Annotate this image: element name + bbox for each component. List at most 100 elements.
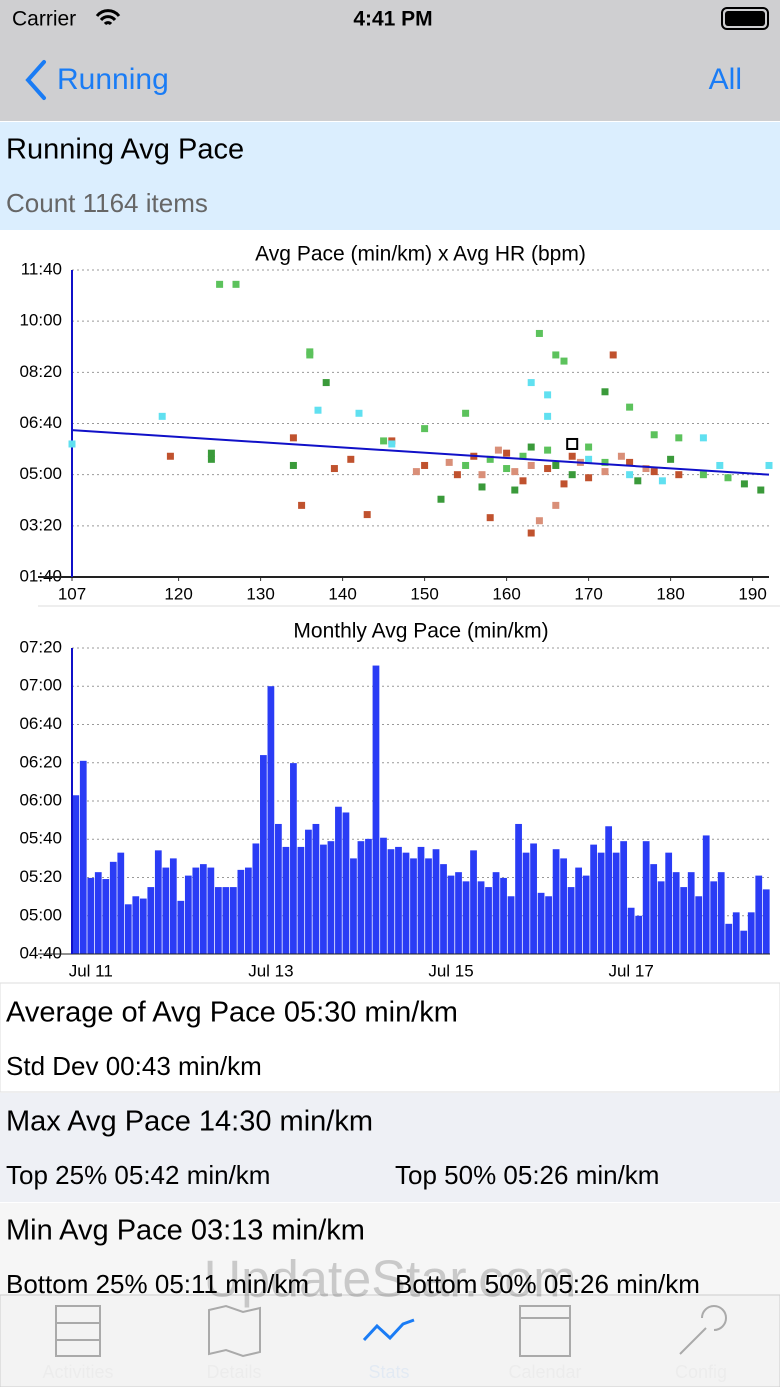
point — [503, 465, 511, 473]
bar — [740, 930, 748, 954]
x-tick-label: 160 — [492, 584, 520, 603]
y-tick-label: 01:40 — [19, 566, 62, 585]
x-tick-label: Jul 15 — [428, 961, 473, 980]
point — [486, 514, 494, 522]
stats-section — [0, 1203, 780, 1303]
bar — [627, 907, 635, 954]
header-subtitle: Count 1164 items — [6, 188, 208, 218]
point — [560, 480, 568, 488]
bar — [387, 849, 395, 954]
selected-point — [566, 437, 579, 450]
point — [765, 461, 773, 469]
bar — [109, 861, 117, 954]
wifi-icon — [95, 9, 121, 26]
bar — [597, 852, 605, 954]
point — [724, 474, 732, 482]
bar — [410, 858, 417, 954]
bar — [192, 867, 200, 954]
x-tick-label: 140 — [328, 584, 356, 603]
x-tick-label: 190 — [738, 584, 766, 603]
bar — [725, 923, 733, 954]
point — [421, 461, 429, 469]
point — [68, 440, 76, 448]
y-tick-label: 06:20 — [19, 752, 62, 771]
point — [601, 458, 609, 466]
bar — [425, 858, 432, 954]
point — [667, 455, 675, 463]
x-tick-label: Jul 17 — [608, 961, 653, 980]
point — [601, 468, 609, 476]
point — [330, 465, 338, 473]
header-section — [0, 122, 780, 230]
point — [445, 458, 453, 466]
bar — [507, 896, 515, 954]
bar — [282, 846, 290, 954]
bar — [500, 877, 507, 954]
point — [207, 449, 215, 457]
point — [552, 501, 560, 509]
point — [519, 452, 527, 460]
y-tick-label: 08:20 — [19, 362, 62, 381]
bar — [335, 806, 342, 954]
bar — [297, 846, 305, 954]
bar — [567, 887, 575, 954]
point — [486, 455, 494, 463]
bar — [515, 823, 522, 954]
point — [412, 468, 420, 476]
point — [535, 517, 543, 525]
bar — [372, 665, 380, 954]
stats-section — [0, 982, 780, 1093]
bar — [79, 760, 87, 954]
y-tick-label: 06:40 — [19, 413, 62, 432]
point — [699, 434, 707, 442]
bar — [102, 879, 110, 954]
back-chevron[interactable] — [25, 60, 46, 100]
y-tick-label: 06:00 — [19, 790, 62, 809]
bar — [732, 912, 740, 954]
x-tick-label: 120 — [164, 584, 192, 603]
point — [585, 443, 593, 451]
point — [462, 409, 470, 417]
bar — [207, 867, 215, 954]
bar — [537, 892, 545, 954]
carrier: Carrier — [12, 8, 76, 31]
bar — [717, 872, 725, 954]
point — [626, 403, 634, 411]
x-tick-label: 180 — [656, 584, 684, 603]
bar — [417, 846, 425, 954]
back-button[interactable]: Running — [57, 63, 169, 96]
bar — [470, 850, 477, 954]
bar — [305, 829, 312, 954]
y-tick-label: 07:20 — [19, 637, 62, 656]
bar — [642, 841, 650, 954]
stat-top50: Top 50% 05:26 min/km — [395, 1160, 659, 1190]
point — [322, 379, 330, 387]
point — [527, 529, 535, 537]
point — [757, 486, 765, 494]
bar — [620, 841, 628, 954]
point — [642, 465, 650, 473]
bar — [755, 875, 763, 954]
bar — [94, 872, 102, 954]
point — [478, 483, 486, 491]
all-button[interactable]: All — [709, 63, 742, 96]
x-tick-label: Jul 11 — [69, 961, 113, 980]
bar — [177, 900, 185, 954]
bar — [72, 795, 80, 954]
point — [216, 280, 224, 288]
bar — [184, 875, 192, 954]
y-tick-label: 03:20 — [19, 515, 62, 534]
bar — [267, 686, 275, 954]
stat-std-dev: Std Dev 00:43 min/km — [6, 1051, 262, 1081]
y-tick-label: 05:40 — [19, 829, 62, 848]
y-tick-label: 11:40 — [21, 259, 62, 278]
bar — [124, 904, 132, 954]
point — [347, 455, 355, 463]
point — [626, 458, 634, 466]
point — [650, 431, 658, 439]
point — [519, 477, 527, 485]
point — [462, 461, 470, 469]
stats-section — [0, 1093, 780, 1202]
point — [207, 455, 215, 463]
